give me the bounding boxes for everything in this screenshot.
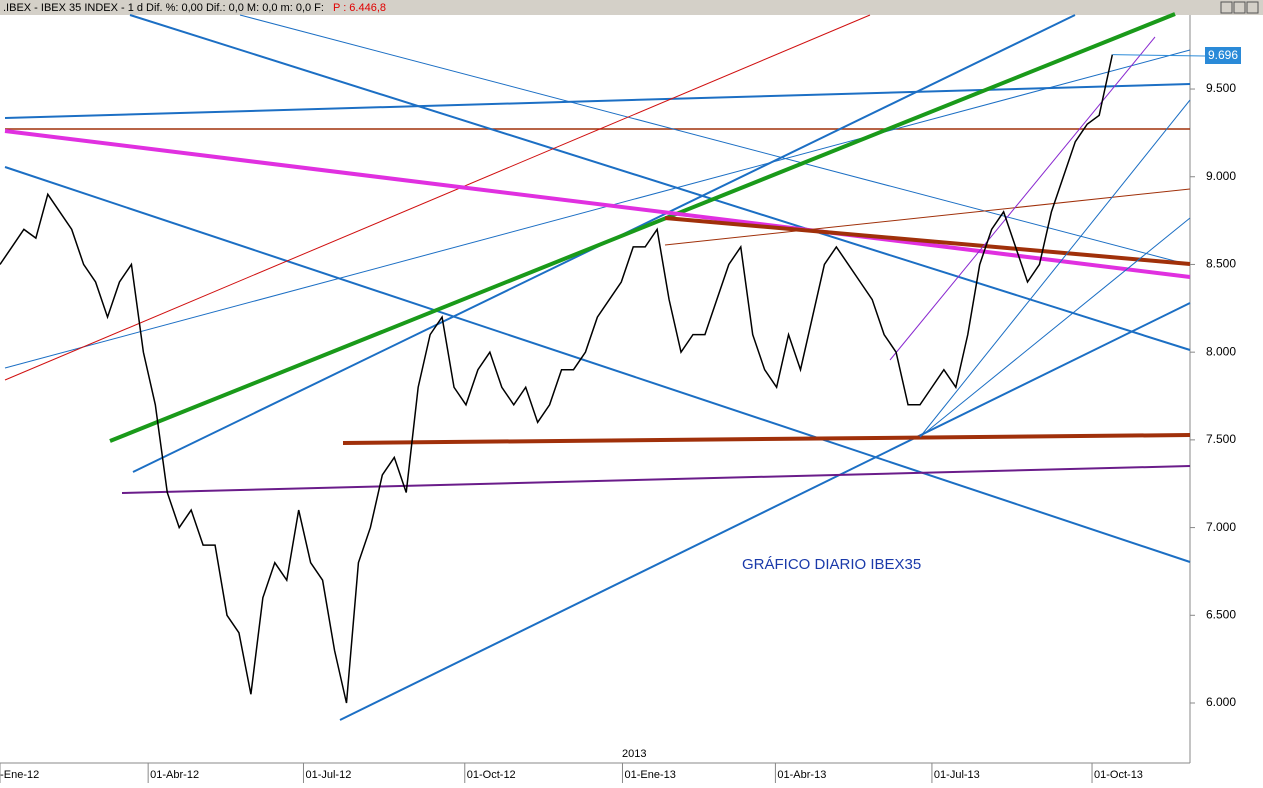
x-tick-label: 1-Ene-12 <box>0 769 39 781</box>
year-label: 2013 <box>622 748 646 760</box>
x-tick-label: 01-Oct-13 <box>1094 769 1143 781</box>
last-price-label: 9.696 <box>1208 48 1238 62</box>
y-tick-label: 6.000 <box>1206 695 1236 709</box>
y-tick-label: 8.000 <box>1206 344 1236 358</box>
title-bar <box>0 0 1263 15</box>
x-tick-label: 01-Abr-12 <box>150 769 199 781</box>
annotation: GRÁFICO DIARIO IBEX35 <box>742 556 921 573</box>
header-price: P : 6.446,8 <box>333 2 386 14</box>
header-text: .IBEX - IBEX 35 INDEX - 1 d Dif. %: 0,00… <box>3 2 324 14</box>
x-tick-label: 01-Jul-13 <box>934 769 980 781</box>
x-tick-label: 01-Ene-13 <box>624 769 675 781</box>
y-axis-area <box>1190 15 1263 783</box>
trend-lines <box>4 12 1191 721</box>
x-tick-label: 01-Oct-12 <box>467 769 516 781</box>
x-tick-label: 01-Jul-12 <box>305 769 351 781</box>
price-line <box>0 54 1114 704</box>
y-tick-label: 9.000 <box>1206 169 1236 183</box>
last-price-box <box>1205 47 1241 64</box>
y-tick-label: 7.500 <box>1206 432 1236 446</box>
window-buttons[interactable] <box>1220 1 1259 14</box>
y-tick-label: 6.500 <box>1206 607 1236 621</box>
y-tick-label: 7.000 <box>1206 520 1236 534</box>
y-tick-label: 8.500 <box>1206 257 1236 271</box>
x-axis-area <box>0 763 1263 783</box>
last-price-pointer <box>1112 54 1206 57</box>
y-tick-label: 9.500 <box>1206 81 1236 95</box>
x-tick-label: 01-Abr-13 <box>777 769 826 781</box>
